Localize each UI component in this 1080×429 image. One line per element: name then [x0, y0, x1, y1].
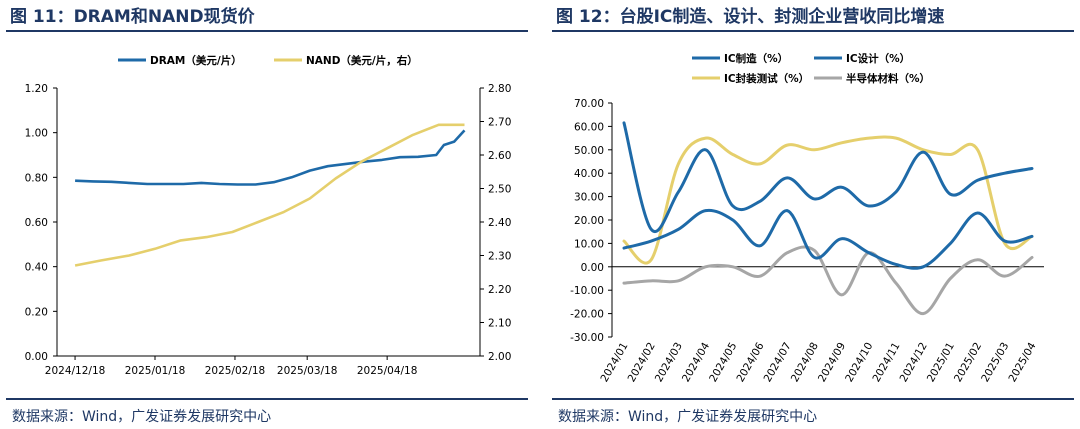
figure-12-panel: 图 12：台股IC制造、设计、封测企业营收同比增速 70.00 60.00 50.0… [546, 0, 1080, 429]
series-line-dram [75, 129, 466, 186]
x-tick-label: 2025/04/18 [357, 365, 418, 377]
y-left-tick-label: 0.40 [25, 262, 48, 274]
y-right-tick-label: 2.60 [488, 150, 511, 162]
figure-11-panel: 图 11：DRAM和NAND现货价 0.00 0.20 0.40 0.60 0.80 1.… [0, 0, 534, 429]
series-line-ic-manufacturing [622, 121, 1034, 234]
y-left-tick-label: 0.60 [25, 217, 48, 229]
y-tick-label: 30.00 [574, 192, 604, 204]
figure-title: 图 12：台股IC制造、设计、封测企业营收同比增速 [556, 7, 945, 27]
y-right-tick-label: 2.20 [488, 284, 511, 296]
legend-label: IC封装测试（%） [724, 72, 809, 85]
y-tick-label: 10.00 [574, 238, 604, 250]
legend-label: 半导体材料（%） [846, 72, 930, 85]
y-right-tick-label: 2.10 [488, 318, 511, 330]
data-source-note: 数据来源：Wind，广发证券发展研究中心 [12, 409, 272, 425]
series-line-nand [74, 123, 465, 267]
title-divider [6, 30, 528, 32]
y-tick-label: 40.00 [574, 168, 604, 180]
taiwan-ic-revenue-growth-chart: 70.00 60.00 50.00 40.00 30.00 20.00 10.00 0.00 -… [570, 52, 1044, 384]
legend-label: DRAM（美元/片） [150, 54, 242, 67]
y-right-tick-label: 2.50 [488, 184, 511, 196]
y-left-tick-label: 0.00 [25, 351, 48, 363]
figure-title: 图 11：DRAM和NAND现货价 [10, 7, 255, 27]
y-tick-label: 60.00 [574, 121, 604, 133]
legend-label: IC设计（%） [846, 52, 910, 65]
y-tick-label: -10.00 [570, 285, 604, 297]
series-line-ic-packaging-testing [622, 135, 1034, 265]
x-tick-label: 2025/04 [1006, 340, 1038, 384]
y-tick-label: 20.00 [574, 215, 604, 227]
data-source-note: 数据来源：Wind，广发证券发展研究中心 [558, 409, 818, 425]
x-tick-label: 2025/01/18 [125, 365, 186, 377]
y-left-tick-label: 0.20 [25, 306, 48, 318]
x-tick-label: 2024/12/18 [45, 365, 106, 377]
y-left-tick-label: 1.20 [25, 83, 48, 95]
y-tick-label: -20.00 [570, 309, 604, 321]
y-tick-label: -30.00 [570, 332, 604, 344]
series-line-ic-design [622, 208, 1034, 270]
y-tick-label: 50.00 [574, 145, 604, 157]
y-right-tick-label: 2.30 [488, 251, 511, 263]
y-right-tick-label: 2.70 [488, 117, 511, 129]
x-tick-label: 2025/03/18 [277, 365, 338, 377]
source-divider [552, 398, 1074, 400]
series-line-semiconductor-materials [622, 245, 1034, 316]
y-tick-label: 0.00 [581, 262, 604, 274]
y-right-tick-label: 2.40 [488, 217, 511, 229]
y-right-tick-label: 2.00 [488, 351, 511, 363]
title-divider [552, 30, 1074, 32]
y-left-tick-label: 1.00 [25, 128, 48, 140]
legend-label: NAND（美元/片，右） [306, 54, 418, 67]
y-left-tick-label: 0.80 [25, 172, 48, 184]
y-tick-label: 70.00 [574, 98, 604, 110]
x-tick-label: 2025/02/18 [205, 365, 266, 377]
dram-nand-price-chart: 0.00 0.20 0.40 0.60 0.80 1.00 1.20 2.00 2.10 2.20… [25, 54, 512, 377]
y-right-tick-label: 2.80 [488, 83, 511, 95]
legend-label: IC制造（%） [724, 52, 788, 65]
source-divider [6, 398, 528, 400]
